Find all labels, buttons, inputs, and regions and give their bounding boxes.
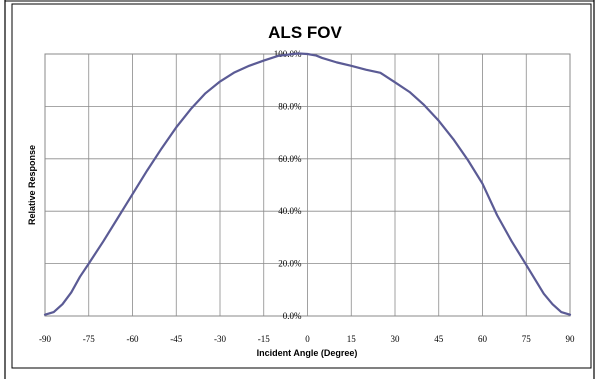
x-tick-label: 45 bbox=[434, 334, 444, 344]
x-tick-label: -15 bbox=[258, 334, 270, 344]
x-tick-label: -90 bbox=[39, 334, 51, 344]
x-axis-label: Incident Angle (Degree) bbox=[257, 348, 358, 358]
x-tick-label: 90 bbox=[566, 334, 576, 344]
x-tick-label: 75 bbox=[522, 334, 532, 344]
x-tick-label: -75 bbox=[83, 334, 95, 344]
y-tick-label: 80.0% bbox=[278, 101, 302, 111]
chart-title: ALS FOV bbox=[268, 23, 342, 42]
x-tick-label: -60 bbox=[127, 334, 139, 344]
series-group bbox=[43, 52, 572, 316]
y-tick-label: 60.0% bbox=[278, 154, 302, 164]
y-axis-label: Relative Response bbox=[27, 145, 37, 225]
x-tick-label: 15 bbox=[347, 334, 357, 344]
y-tick-label: 0.0% bbox=[283, 311, 302, 321]
series-line-0 bbox=[43, 52, 572, 316]
x-tick-label: -45 bbox=[170, 334, 182, 344]
x-tick-label: -30 bbox=[214, 334, 226, 344]
x-tick-label: 0 bbox=[305, 334, 310, 344]
y-tick-label: 40.0% bbox=[278, 206, 302, 216]
x-tick-label: 60 bbox=[478, 334, 488, 344]
y-tick-label: 20.0% bbox=[278, 259, 302, 269]
x-tick-labels: -90 -75 -60 -45 -30 -15 0 15 30 45 60 75 90 bbox=[39, 334, 575, 344]
x-tick-label: 30 bbox=[391, 334, 401, 344]
